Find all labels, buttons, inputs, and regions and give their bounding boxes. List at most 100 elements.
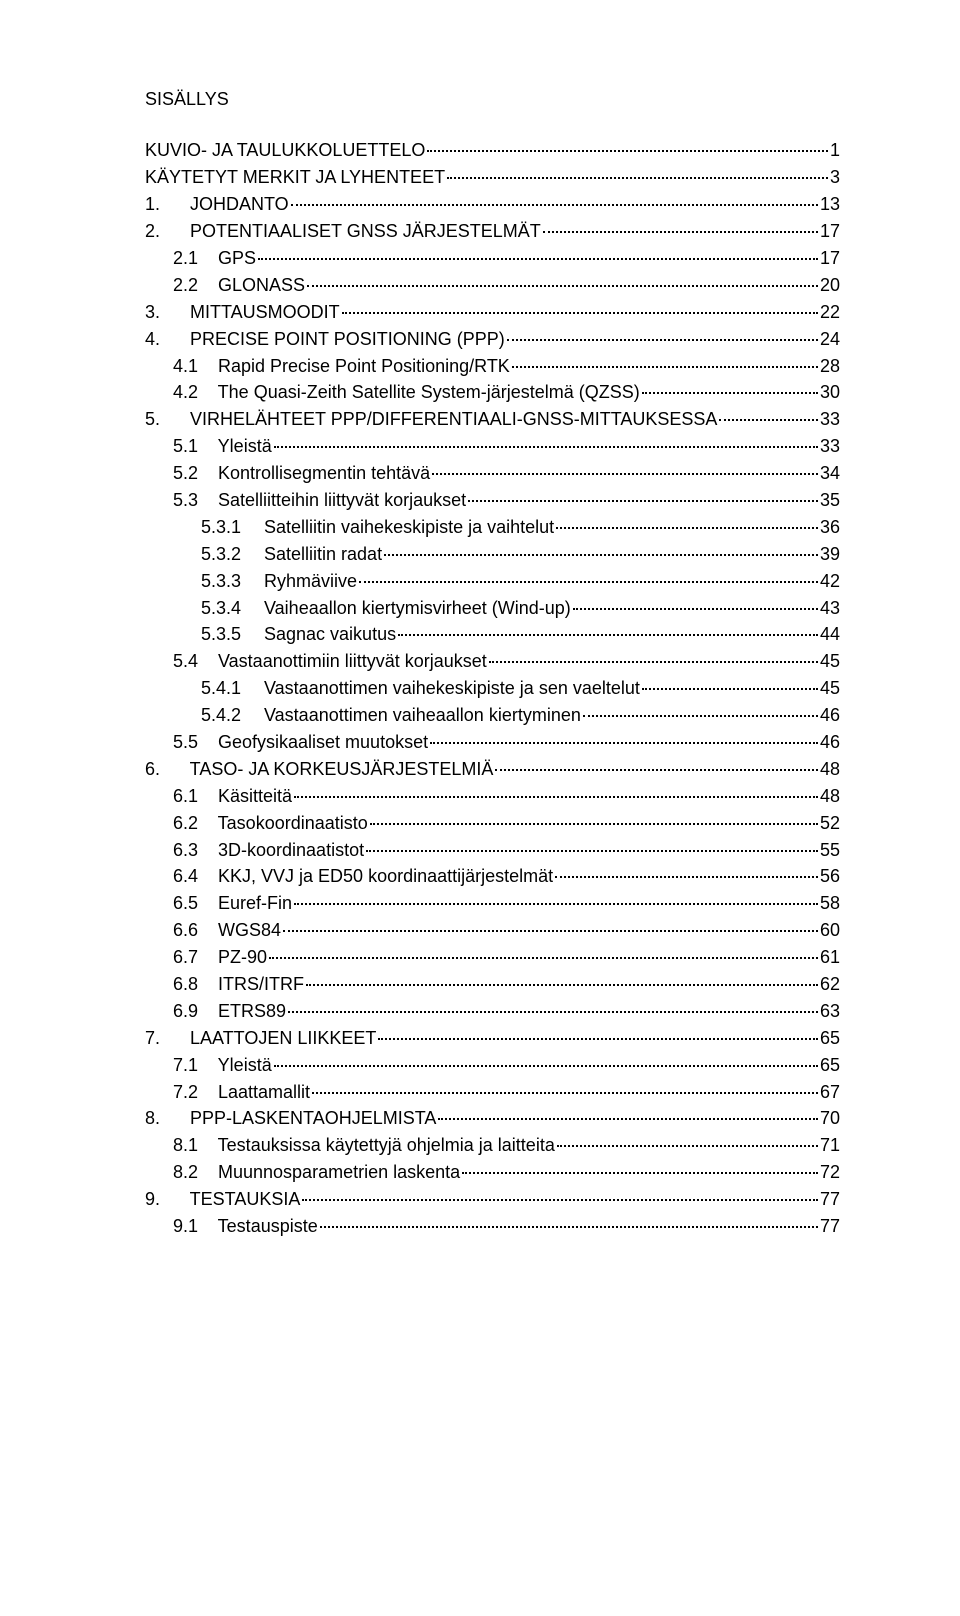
toc-leader — [366, 835, 818, 851]
toc-entry: 5.4 Vastaanottimiin liittyvät korjaukset… — [145, 651, 840, 670]
toc-entry: 4. PRECISE POINT POSITIONING (PPP)24 — [145, 328, 840, 347]
toc-leader — [495, 754, 818, 770]
toc-text: LAATTOJEN LIIKKEET — [185, 1028, 376, 1048]
toc-number: 2.2 — [173, 276, 213, 294]
toc-text: PZ-90 — [213, 947, 267, 967]
toc-text: Muunnosparametrien laskenta — [213, 1162, 460, 1182]
toc-number: 6.8 — [173, 975, 213, 993]
toc-number: 8. — [145, 1109, 185, 1127]
toc-number: 4.2 — [173, 383, 213, 401]
toc-label: 5. VIRHELÄHTEET PPP/DIFFERENTIAALI-GNSS-… — [145, 410, 717, 428]
toc-entry: 5.3.4 Vaiheaallon kiertymisvirheet (Wind… — [145, 597, 840, 616]
toc-text: Testauksissa käytettyjä ohjelmia ja lait… — [213, 1135, 555, 1155]
toc-label: 6.8 ITRS/ITRF — [173, 975, 304, 993]
toc-text: 3D-koordinaatistot — [213, 840, 364, 860]
toc-entry: 5.3 Satelliitteihin liittyvät korjaukset… — [145, 490, 840, 509]
toc-text: Sagnac vaikutus — [259, 624, 396, 644]
toc-leader — [359, 566, 818, 582]
toc-label: 5.3.3 Ryhmäviive — [201, 572, 357, 590]
toc-leader — [462, 1158, 818, 1174]
toc-page-number: 65 — [820, 1056, 840, 1074]
toc-leader — [274, 1050, 818, 1066]
toc-text: Geofysikaaliset muutokset — [213, 732, 428, 752]
toc-entry: 5.4.2 Vastaanottimen vaiheaallon kiertym… — [145, 705, 840, 724]
toc-label: 4. PRECISE POINT POSITIONING (PPP) — [145, 330, 505, 348]
toc-leader — [312, 1077, 818, 1093]
toc-number: 5.1 — [173, 437, 213, 455]
toc-entry: 2.1 GPS17 — [145, 248, 840, 267]
toc-leader — [258, 244, 818, 260]
toc-label: 5.1 Yleistä — [173, 437, 272, 455]
toc-page-number: 36 — [820, 518, 840, 536]
toc-label: 4.2 The Quasi-Zeith Satellite System-jär… — [173, 383, 640, 401]
toc-page-number: 30 — [820, 383, 840, 401]
toc-entry: 6. TASO- JA KORKEUSJÄRJESTELMIÄ48 — [145, 758, 840, 777]
toc-label: 6.1 Käsitteitä — [173, 787, 292, 805]
toc-number: 6.5 — [173, 894, 213, 912]
toc-number: 6.2 — [173, 814, 213, 832]
toc-page-number: 65 — [820, 1029, 840, 1047]
toc-text: WGS84 — [213, 920, 281, 940]
toc-label: 7.2 Laattamallit — [173, 1083, 310, 1101]
toc-page-number: 45 — [820, 679, 840, 697]
toc-number: 5. — [145, 410, 185, 428]
toc-page-number: 77 — [820, 1190, 840, 1208]
toc-leader — [283, 916, 818, 932]
table-of-contents: KUVIO- JA TAULUKKOLUETTELO1KÄYTETYT MERK… — [145, 140, 840, 1235]
toc-leader — [370, 808, 818, 824]
toc-number: 2.1 — [173, 249, 213, 267]
toc-number: 6.7 — [173, 948, 213, 966]
toc-label: KÄYTETYT MERKIT JA LYHENTEET — [145, 168, 445, 186]
toc-leader — [543, 217, 818, 233]
toc-leader — [583, 701, 818, 717]
toc-page-number: 72 — [820, 1163, 840, 1181]
toc-page-number: 3 — [830, 168, 840, 186]
toc-text: Vastaanottimen vaihekeskipiste ja sen va… — [259, 678, 640, 698]
toc-label: 2. POTENTIAALISET GNSS JÄRJESTELMÄT — [145, 222, 541, 240]
toc-label: 5.5 Geofysikaaliset muutokset — [173, 733, 428, 751]
toc-leader — [642, 674, 818, 690]
toc-entry: 5.3.5 Sagnac vaikutus44 — [145, 624, 840, 643]
toc-page-number: 62 — [820, 975, 840, 993]
toc-entry: 6.7 PZ-9061 — [145, 947, 840, 966]
toc-leader — [642, 378, 818, 394]
toc-text: GLONASS — [213, 275, 305, 295]
toc-entry: 7. LAATTOJEN LIIKKEET 65 — [145, 1027, 840, 1046]
toc-page-number: 22 — [820, 303, 840, 321]
toc-label: 5.3.4 Vaiheaallon kiertymisvirheet (Wind… — [201, 599, 571, 617]
toc-page-number: 71 — [820, 1136, 840, 1154]
toc-text: Laattamallit — [213, 1082, 310, 1102]
toc-page-number: 48 — [820, 760, 840, 778]
toc-label: 4.1 Rapid Precise Point Positioning/RTK — [173, 357, 510, 375]
toc-label: 8. PPP-LASKENTAOHJELMISTA — [145, 1109, 436, 1127]
toc-entry: 9.1 Testauspiste77 — [145, 1216, 840, 1235]
toc-page-number: 45 — [820, 652, 840, 670]
toc-entry: 5.5 Geofysikaaliset muutokset 46 — [145, 732, 840, 751]
toc-leader — [320, 1212, 818, 1228]
toc-entry: 7.1 Yleistä65 — [145, 1054, 840, 1073]
toc-number: 7. — [145, 1029, 185, 1047]
toc-leader — [512, 351, 818, 367]
toc-label: 5.2 Kontrollisegmentin tehtävä — [173, 464, 430, 482]
toc-page-number: 46 — [820, 733, 840, 751]
toc-leader — [468, 486, 818, 502]
toc-page-number: 58 — [820, 894, 840, 912]
toc-number: 6.3 — [173, 841, 213, 859]
toc-number: 5.4.2 — [201, 706, 259, 724]
toc-text: GPS — [213, 248, 256, 268]
toc-leader — [291, 190, 818, 206]
document-page: SISÄLLYS KUVIO- JA TAULUKKOLUETTELO1KÄYT… — [0, 0, 960, 1616]
toc-label: 5.4.1 Vastaanottimen vaihekeskipiste ja … — [201, 679, 640, 697]
toc-number: 5.4.1 — [201, 679, 259, 697]
toc-label: 6.7 PZ-90 — [173, 948, 267, 966]
toc-text: Yleistä — [213, 1055, 272, 1075]
toc-number: 4. — [145, 330, 185, 348]
toc-number: 8.1 — [173, 1136, 213, 1154]
toc-page-number: 70 — [820, 1109, 840, 1127]
toc-text: Satelliitin vaihekeskipiste ja vaihtelut — [259, 517, 554, 537]
toc-number: 5.3.5 — [201, 625, 259, 643]
toc-text: Tasokoordinaatisto — [213, 813, 368, 833]
toc-leader — [302, 1185, 818, 1201]
toc-number: 3. — [145, 303, 185, 321]
toc-label: 5.3 Satelliitteihin liittyvät korjaukset — [173, 491, 466, 509]
